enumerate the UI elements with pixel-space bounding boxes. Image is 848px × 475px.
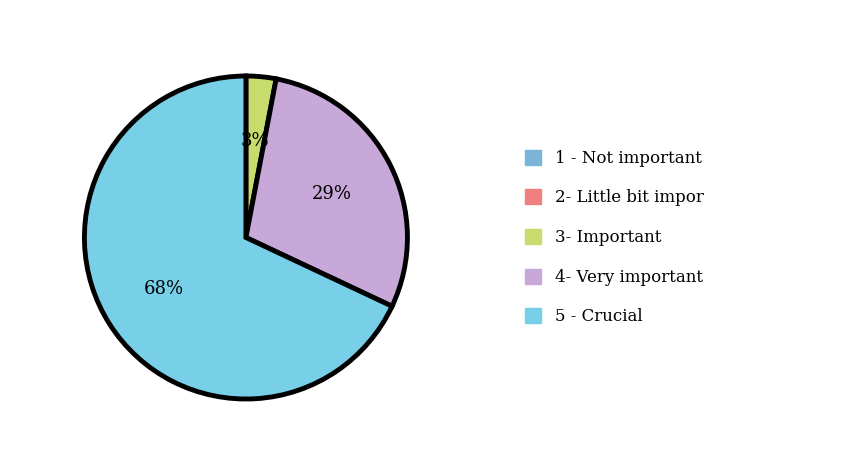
Text: 29%: 29% (312, 184, 352, 202)
Wedge shape (246, 79, 407, 306)
Wedge shape (246, 76, 276, 237)
Text: 3%: 3% (241, 132, 270, 150)
Wedge shape (85, 76, 392, 399)
Text: 68%: 68% (144, 280, 184, 298)
Legend: 1 - Not important, 2- Little bit impor, 3- Important, 4- Very important, 5 - Cru: 1 - Not important, 2- Little bit impor, … (518, 143, 710, 332)
